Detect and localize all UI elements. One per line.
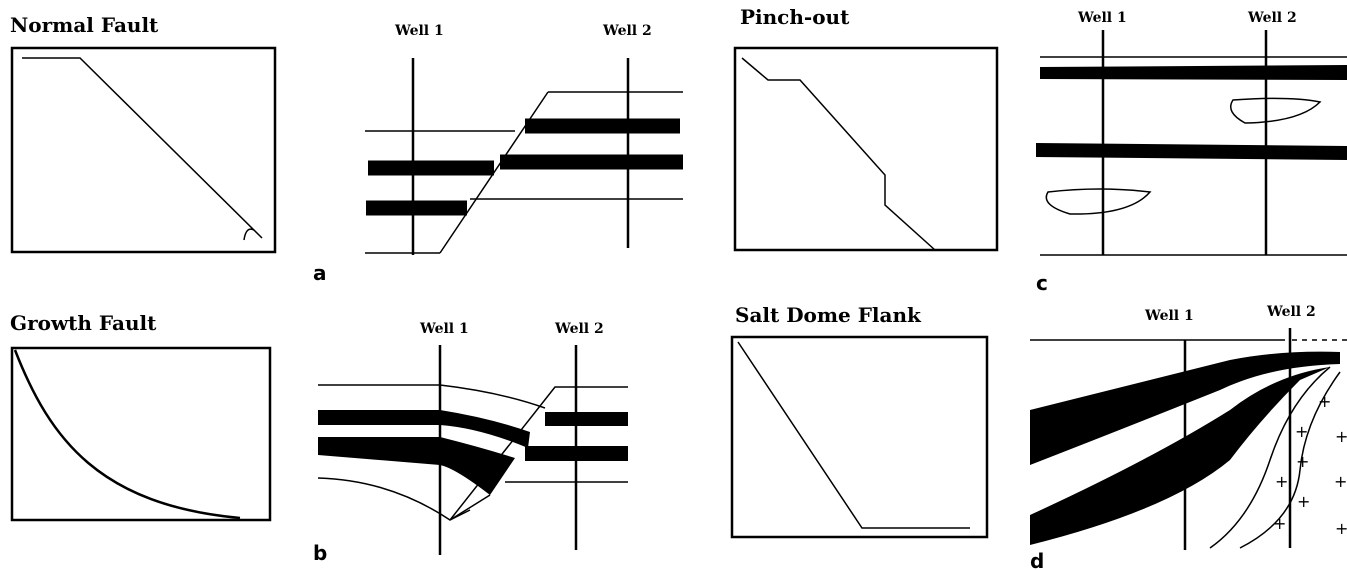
svg-text:+: + [1275,472,1288,491]
panel-title: Normal Fault [10,13,159,37]
well-label: Well 1 [1077,10,1127,26]
salt-symbols: +++ +++ +++ [1273,392,1347,538]
log-curve [15,350,240,518]
well-label: Well 2 [1247,10,1297,26]
log-curve [738,342,970,528]
panel-a: Normal Fault Well 1 Well 2 a [10,13,683,285]
bed-thick [1040,65,1347,80]
log-curve-hook [244,229,254,240]
panel-label: d [1030,549,1044,570]
log-curve [22,58,262,238]
panel-d: Salt Dome Flank Well 1 Well 2 +++ +++ ++… [732,303,1347,570]
well-label: Well 1 [1144,308,1194,324]
svg-text:+: + [1334,472,1347,491]
svg-text:+: + [1297,492,1310,511]
log-box [12,48,275,252]
well-label: Well 2 [602,23,652,39]
well-label: Well 1 [394,23,444,39]
svg-text:+: + [1318,392,1331,411]
bed-thick [545,412,628,426]
svg-text:+: + [1335,519,1347,538]
panel-title: Pinch-out [740,5,850,29]
bed-line [318,385,545,408]
panel-label: c [1036,271,1048,295]
sand-lens [1231,98,1320,123]
log-curve [742,58,935,250]
panel-label: a [313,261,327,285]
sand-lens [1046,189,1150,214]
panel-b: Growth Fault Well 1 Well 2 b [10,311,628,565]
svg-text:+: + [1335,427,1347,446]
well-label: Well 2 [1266,304,1316,320]
well-label: Well 1 [419,321,469,337]
panel-title: Salt Dome Flank [735,303,922,327]
svg-text:+: + [1295,422,1308,441]
bed-thick [1036,143,1347,160]
figure: Normal Fault Well 1 Well 2 a Growth Faul… [0,0,1347,570]
panel-label: b [313,541,327,565]
well-label: Well 2 [554,321,604,337]
log-box [735,48,997,250]
log-box [732,337,987,537]
svg-text:+: + [1296,452,1309,471]
svg-text:+: + [1273,514,1286,533]
bed-thick [318,437,515,495]
panel-c: Pinch-out Well 1 Well 2 c [735,5,1347,295]
panel-title: Growth Fault [10,311,157,335]
